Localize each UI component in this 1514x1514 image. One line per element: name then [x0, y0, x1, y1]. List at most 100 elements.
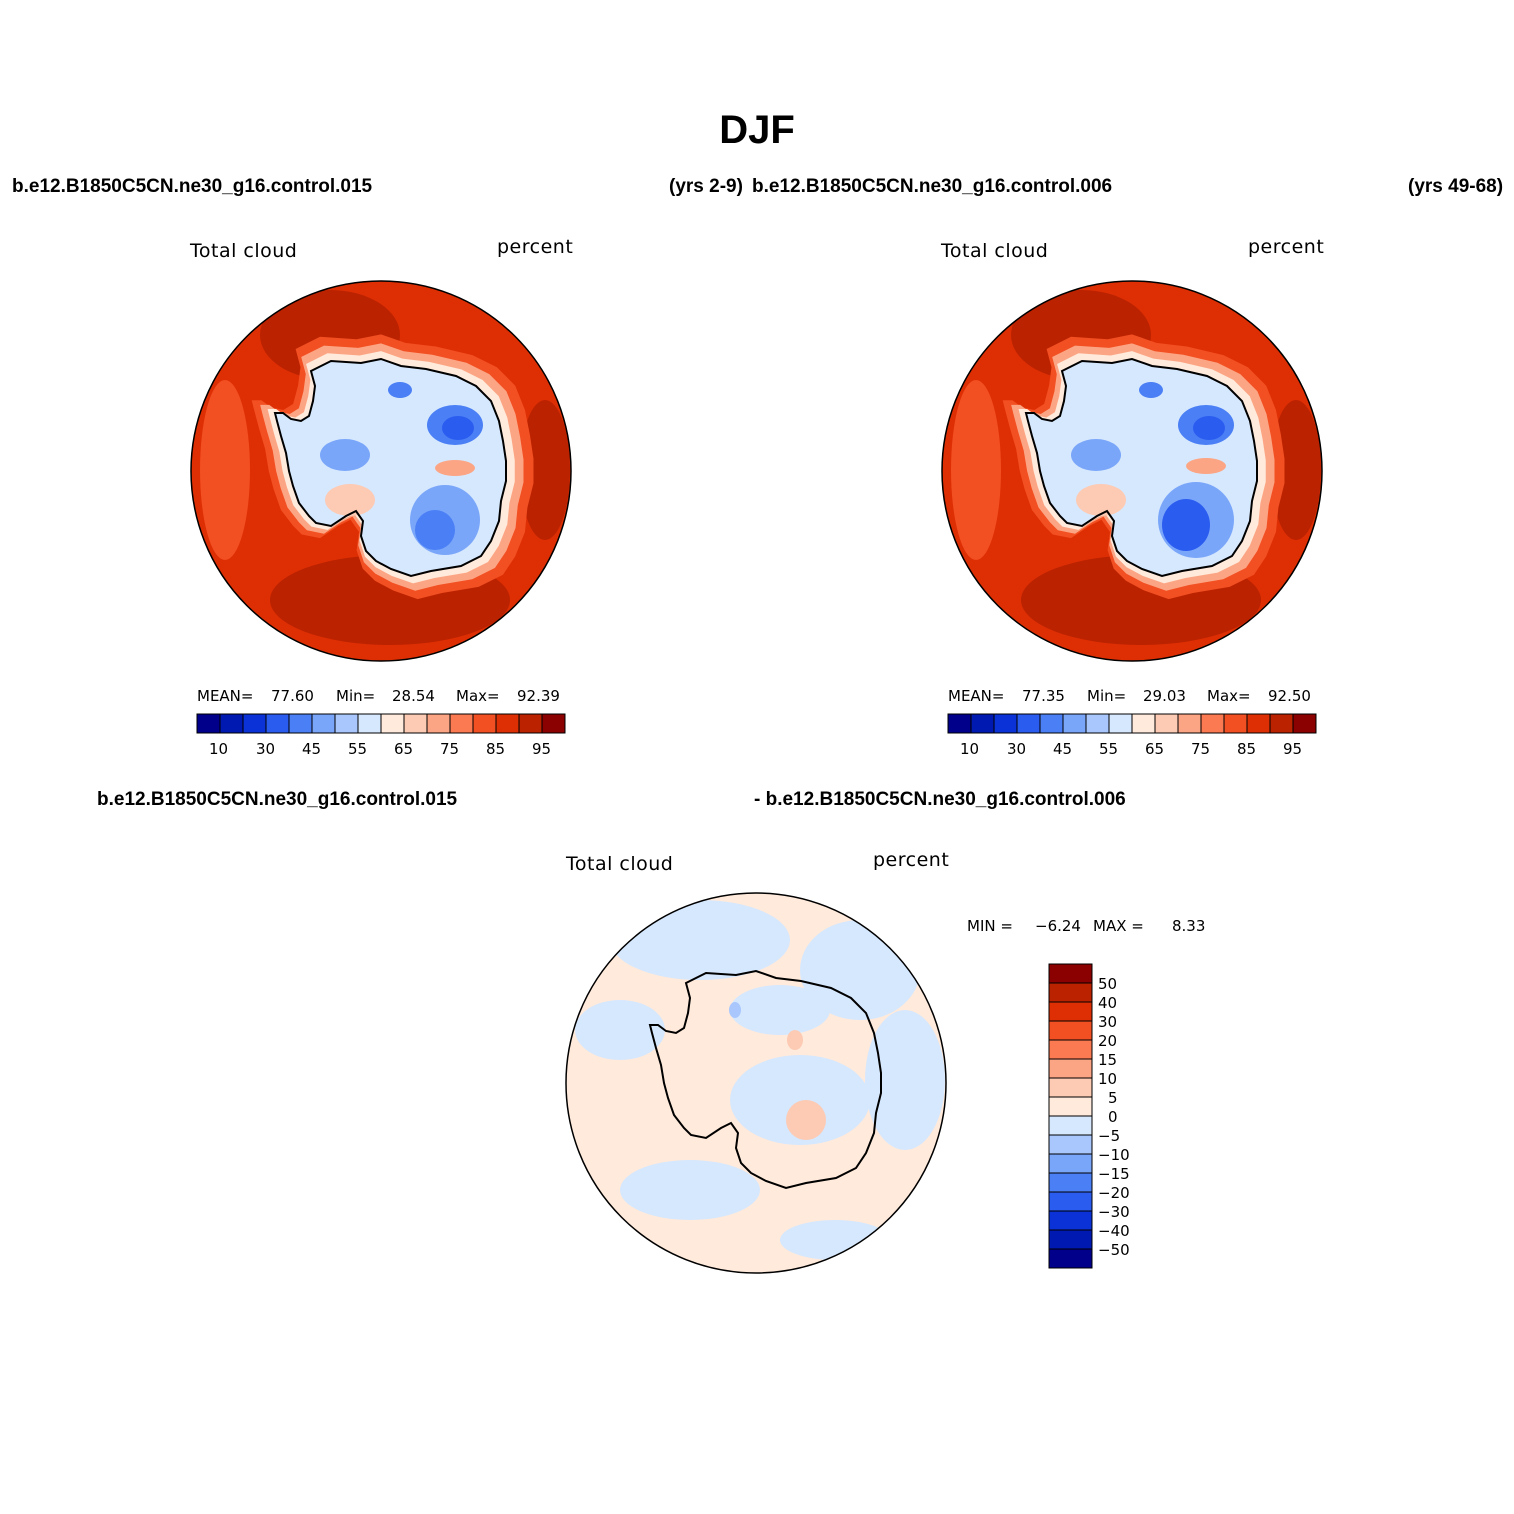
cb3-tick: −20	[1098, 1184, 1130, 1202]
colorbar-swatch	[380, 713, 405, 734]
cb3-tick: 10	[1098, 1070, 1118, 1088]
cb1-tick: 65	[394, 740, 414, 758]
case1-header: b.e12.B1850C5CN.ne30_g16.control.015	[12, 176, 373, 197]
cb3-tick: −40	[1098, 1222, 1130, 1240]
colorbar-swatch	[265, 713, 290, 734]
cb3-tick: 20	[1098, 1032, 1118, 1050]
colorbar-swatch	[288, 713, 313, 734]
panel2-map	[942, 281, 1322, 661]
cb2-tick: 55	[1099, 740, 1119, 758]
cb1-tick: 75	[440, 740, 460, 758]
colorbar-swatch	[1048, 1153, 1093, 1174]
panel3-variable: Total cloud	[566, 853, 674, 875]
diff-header-right: - b.e12.B1850C5CN.ne30_g16.control.006	[754, 789, 1126, 810]
cb3-tick: −15	[1098, 1165, 1130, 1183]
cb3-tick: 15	[1098, 1051, 1118, 1069]
panel3-units: percent	[873, 849, 950, 871]
colorbar-swatch	[1154, 713, 1179, 734]
colorbar-swatch	[1048, 1077, 1093, 1098]
colorbar-swatch	[1048, 1229, 1093, 1250]
panel1-max-label: Max=	[456, 687, 500, 705]
panel2-map-outline	[941, 280, 1323, 662]
colorbar-swatch	[541, 713, 566, 734]
colorbar-swatch	[1048, 1248, 1093, 1269]
panel3-max: 8.33	[1172, 917, 1206, 935]
colorbar-swatch	[1292, 713, 1317, 734]
colorbar-swatch	[1048, 1001, 1093, 1022]
cb1-tick: 85	[486, 740, 506, 758]
colorbar-panel2	[947, 713, 1317, 734]
cb2-tick: 10	[960, 740, 980, 758]
colorbar-swatch	[1048, 1172, 1093, 1193]
cb1-tick: 55	[348, 740, 368, 758]
colorbar-diff	[1048, 963, 1093, 1269]
panel1-min-label: Min=	[336, 687, 376, 705]
colorbar-swatch	[472, 713, 497, 734]
panel1-max: 92.39	[517, 687, 560, 705]
cb3-tick: 40	[1098, 994, 1118, 1012]
colorbar-swatch	[1085, 713, 1110, 734]
colorbar-swatch	[1131, 713, 1156, 734]
panel3-min: −6.24	[1035, 917, 1081, 935]
cb2-tick: 30	[1007, 740, 1027, 758]
cb3-tick: −30	[1098, 1203, 1130, 1221]
cb3-tick: 30	[1098, 1013, 1118, 1031]
cb1-tick: 30	[256, 740, 276, 758]
panel1-map	[191, 281, 571, 661]
panel1-mean-label: MEAN=	[197, 687, 254, 705]
cb3-tick: 50	[1098, 975, 1118, 993]
cb2-tick: 95	[1283, 740, 1303, 758]
panel2-max-label: Max=	[1207, 687, 1251, 705]
panel1-mean: 77.60	[271, 687, 314, 705]
cb1-tick: 95	[532, 740, 552, 758]
colorbar-swatch	[334, 713, 359, 734]
colorbar-swatch	[449, 713, 474, 734]
panel1-variable: Total cloud	[190, 240, 298, 262]
panel2-max: 92.50	[1268, 687, 1311, 705]
colorbar-swatch	[1200, 713, 1225, 734]
colorbar-swatch	[1177, 713, 1202, 734]
colorbar-swatch	[1269, 713, 1294, 734]
colorbar-swatch	[1016, 713, 1041, 734]
colorbar-swatch	[1048, 1115, 1093, 1136]
colorbar-swatch	[1048, 1134, 1093, 1155]
colorbar-swatch	[242, 713, 267, 734]
cb1-tick: 45	[302, 740, 322, 758]
figure-title: DJF	[719, 108, 795, 152]
colorbar-swatch	[1048, 1020, 1093, 1041]
cb3-tick: 0	[1108, 1108, 1118, 1126]
panel3-map-outline	[565, 892, 947, 1274]
panel1-units: percent	[497, 236, 574, 258]
case2-header: b.e12.B1850C5CN.ne30_g16.control.006	[752, 176, 1113, 197]
cb2-tick: 75	[1191, 740, 1211, 758]
colorbar-swatch	[495, 713, 520, 734]
panel3-map	[566, 893, 946, 1273]
colorbar-swatch	[311, 713, 336, 734]
cb3-tick: −5	[1098, 1127, 1121, 1145]
colorbar-swatch	[1108, 713, 1133, 734]
colorbar-swatch	[518, 713, 543, 734]
colorbar-swatch	[1048, 963, 1093, 984]
colorbar-swatch	[1048, 1096, 1093, 1117]
colorbar-swatch	[970, 713, 995, 734]
panel2-units: percent	[1248, 236, 1325, 258]
colorbar-swatch	[1048, 1058, 1093, 1079]
colorbar-swatch	[1048, 1210, 1093, 1231]
panel2-mean-label: MEAN=	[948, 687, 1005, 705]
colorbar-swatch	[426, 713, 451, 734]
colorbar-swatch	[947, 713, 972, 734]
case1-years: (yrs 2-9)	[669, 176, 743, 197]
colorbar-panel1	[196, 713, 566, 734]
colorbar-swatch	[1039, 713, 1064, 734]
cb2-tick: 85	[1237, 740, 1257, 758]
panel3-min-label: MIN =	[967, 917, 1013, 935]
colorbar-swatch	[1048, 1039, 1093, 1060]
cb2-tick: 45	[1053, 740, 1073, 758]
colorbar-swatch	[1048, 982, 1093, 1003]
case2-years: (yrs 49-68)	[1408, 176, 1504, 197]
panel2-mean: 77.35	[1022, 687, 1065, 705]
panel1-map-outline	[190, 280, 572, 662]
colorbar-swatch	[357, 713, 382, 734]
colorbar-swatch	[1048, 1191, 1093, 1212]
